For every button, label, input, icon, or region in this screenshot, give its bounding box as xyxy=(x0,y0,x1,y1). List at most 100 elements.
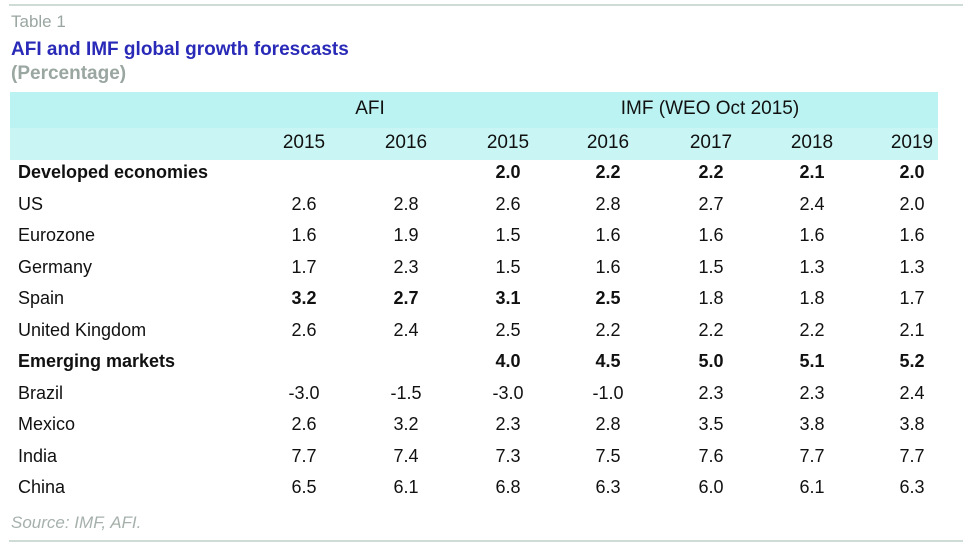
row-label: Brazil xyxy=(18,382,64,403)
row-label: China xyxy=(18,477,66,497)
table-row: China 6.5 6.1 6.8 6.3 6.0 6.1 6.3 xyxy=(0,473,969,504)
table-cell: 4.0 xyxy=(495,351,521,371)
year-header: 2016 xyxy=(384,132,428,153)
table-cell: 2.6 xyxy=(291,414,317,434)
table-cell: 1.6 xyxy=(595,256,621,277)
table-cell: 1.9 xyxy=(393,225,419,245)
row-label: Eurozone xyxy=(18,225,96,245)
table-cell: 5.0 xyxy=(698,351,724,371)
table-cell: 1.8 xyxy=(698,288,724,308)
table-cell: 2.3 xyxy=(799,382,825,403)
table-cell: 1.6 xyxy=(899,225,925,245)
table-cell: 7.6 xyxy=(698,445,724,466)
table-cell: 3.5 xyxy=(698,414,724,434)
table-cell: 6.1 xyxy=(393,477,419,497)
table-cell: 2.0 xyxy=(495,162,521,182)
table-cell: 6.1 xyxy=(799,477,825,497)
table-cell: 5.1 xyxy=(799,351,825,371)
table-cell: -3.0 xyxy=(288,382,320,403)
table-cell: 2.7 xyxy=(393,288,419,308)
table-cell: 2.2 xyxy=(595,319,621,340)
table-cell: 3.8 xyxy=(799,414,825,434)
table-cell: 4.5 xyxy=(595,351,621,371)
row-label: United Kingdom xyxy=(18,319,147,340)
source-note: Source: IMF, AFI. xyxy=(11,513,142,532)
table-cell: 3.1 xyxy=(495,288,521,308)
bottom-rule xyxy=(9,540,963,542)
table-cell: 2.7 xyxy=(698,193,724,214)
row-label: US xyxy=(18,193,44,214)
table-row: Germany 1.7 2.3 1.5 1.6 1.5 1.3 1.3 xyxy=(0,253,969,284)
row-label: Emerging markets xyxy=(18,351,176,371)
table-row: Developed economies 2.0 2.2 2.2 2.1 2.0 xyxy=(0,158,969,189)
row-label: India xyxy=(18,445,58,466)
table-cell: 6.5 xyxy=(291,477,317,497)
row-label: Spain xyxy=(18,288,65,308)
table-cell: 2.1 xyxy=(799,162,825,182)
table-cell: 1.3 xyxy=(799,256,825,277)
column-group-afi: AFI xyxy=(355,98,385,119)
table-cell: -1.0 xyxy=(592,382,624,403)
table-cell: 1.5 xyxy=(495,256,521,277)
table-cell: 2.5 xyxy=(595,288,621,308)
table-cell: 2.2 xyxy=(799,319,825,340)
table-subtitle: (Percentage) xyxy=(11,63,127,84)
table-cell: 2.2 xyxy=(595,162,621,182)
year-header: 2019 xyxy=(890,132,934,153)
row-label: Germany xyxy=(18,256,93,277)
table-row: Mexico 2.6 3.2 2.3 2.8 3.5 3.8 3.8 xyxy=(0,410,969,441)
table-row: US 2.6 2.8 2.6 2.8 2.7 2.4 2.0 xyxy=(0,190,969,221)
table-label: Table 1 xyxy=(11,12,66,31)
table-row: Brazil -3.0 -1.5 -3.0 -1.0 2.3 2.3 2.4 xyxy=(0,379,969,410)
table-cell: 1.6 xyxy=(291,225,317,245)
table-cell: 2.4 xyxy=(799,193,825,214)
top-rule xyxy=(9,4,963,6)
table-cell: 2.6 xyxy=(291,319,317,340)
header-year-band xyxy=(10,128,938,160)
table-cell: 6.0 xyxy=(698,477,724,497)
table-cell: 7.7 xyxy=(899,445,925,466)
year-header: 2018 xyxy=(790,132,834,153)
table-cell: 1.6 xyxy=(799,225,825,245)
table-cell: -3.0 xyxy=(492,382,524,403)
table-cell: 7.3 xyxy=(495,445,521,466)
column-group-imf: IMF (WEO Oct 2015) xyxy=(620,98,800,119)
table-cell: 2.0 xyxy=(899,193,925,214)
table-cell: 2.4 xyxy=(899,382,925,403)
table-cell: 2.6 xyxy=(291,193,317,214)
table-cell: 1.6 xyxy=(595,225,621,245)
year-header: 2015 xyxy=(486,132,530,153)
table-cell: 2.4 xyxy=(393,319,419,340)
table-row: Spain 3.2 2.7 3.1 2.5 1.8 1.8 1.7 xyxy=(0,284,969,315)
table-row: India 7.7 7.4 7.3 7.5 7.6 7.7 7.7 xyxy=(0,442,969,473)
table-cell: 1.5 xyxy=(698,256,724,277)
table-cell: 5.2 xyxy=(899,351,925,371)
row-label: Developed economies xyxy=(18,162,209,182)
table-cell: 7.4 xyxy=(393,445,419,466)
year-header: 2015 xyxy=(282,132,326,153)
table-cell: 2.5 xyxy=(495,319,521,340)
table-cell: 3.2 xyxy=(393,414,419,434)
table-row: United Kingdom 2.6 2.4 2.5 2.2 2.2 2.2 2.1 xyxy=(0,316,969,347)
table-cell: 2.0 xyxy=(899,162,925,182)
year-header: 2017 xyxy=(689,132,733,153)
table-cell: 7.7 xyxy=(799,445,825,466)
header-group-band xyxy=(10,92,938,128)
table-title: AFI and IMF global growth forescasts xyxy=(11,39,349,60)
table-cell: 1.7 xyxy=(291,256,317,277)
table-cell: 1.3 xyxy=(899,256,925,277)
table-cell: -1.5 xyxy=(390,382,422,403)
year-header: 2016 xyxy=(586,132,630,153)
table-cell: 6.8 xyxy=(495,477,521,497)
table-cell: 1.5 xyxy=(495,225,521,245)
table-cell: 7.7 xyxy=(291,445,317,466)
table-cell: 2.6 xyxy=(495,193,521,214)
table-cell: 2.1 xyxy=(899,319,925,340)
table-cell: 6.3 xyxy=(595,477,621,497)
table-cell: 3.8 xyxy=(899,414,925,434)
table-cell: 6.3 xyxy=(899,477,925,497)
row-label: Mexico xyxy=(18,414,76,434)
table-row: Emerging markets 4.0 4.5 5.0 5.1 5.2 xyxy=(0,347,969,378)
table-cell: 7.5 xyxy=(595,445,621,466)
table-cell: 3.2 xyxy=(291,288,317,308)
